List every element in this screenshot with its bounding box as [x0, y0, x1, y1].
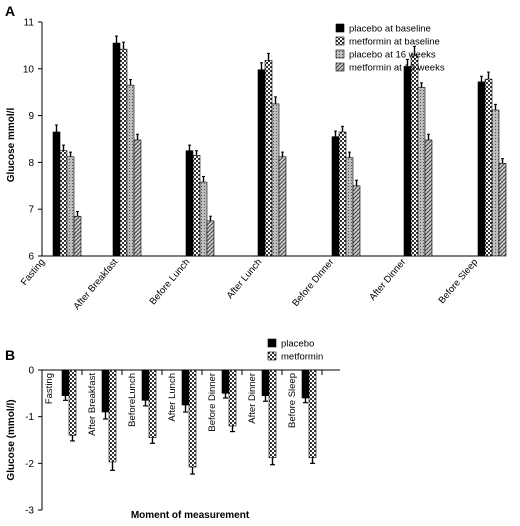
bar-metformin-before-sleep [308, 369, 317, 459]
legend-swatch-metformin-at-baseline [335, 36, 345, 46]
bar-placebo-before-sleep [301, 369, 310, 399]
legend-label: metformin at baseline [349, 37, 440, 48]
y-tick-label-a: 8 [28, 158, 34, 169]
y-tick-label-b: -3 [25, 506, 34, 517]
y-tick-label-a: 9 [28, 111, 34, 122]
x-tick-label-a: After Lunch [225, 257, 265, 301]
bar-placebo-at-baseline-before-lunch [185, 150, 194, 257]
x-axis-title-b: Moment of measurement [131, 510, 250, 521]
panel-label-b: B [5, 347, 15, 363]
panel-label-a: A [5, 3, 15, 19]
y-tick-label-b: -2 [25, 459, 34, 470]
bar-placebo-at-16-weeks-after-lunch [271, 103, 280, 257]
bar-metformin-at-16-weeks-before-sleep [498, 163, 507, 257]
legend-swatch-metformin [267, 351, 277, 361]
legend-label: placebo [281, 339, 314, 350]
legend-swatch-placebo-at-baseline [335, 23, 345, 33]
bar-metformin-after-breakfast [108, 369, 117, 463]
bar-metformin-at-baseline-after-lunch [264, 60, 273, 257]
x-tick-label-b: After Breakfast [87, 373, 98, 436]
legend-swatch-metformin-at-16-weeks [335, 62, 345, 72]
bar-placebo-at-16-weeks-after-dinner [417, 87, 426, 257]
x-tick-label-a: Before Sleep [437, 257, 481, 306]
legend-swatch-placebo [267, 338, 277, 348]
y-tick-label-b: 0 [28, 366, 34, 377]
y-tick-label-a: 11 [24, 18, 35, 29]
bar-placebo-before-dinner [221, 369, 230, 394]
x-tick-label-b: BeforeLunch [127, 373, 138, 427]
bar-metformin-at-baseline-before-sleep [484, 78, 493, 257]
bar-placebo-after-breakfast [101, 369, 110, 413]
legend-swatch-placebo-at-16-weeks [335, 49, 345, 59]
bar-metformin-at-16-weeks-after-breakfast [133, 139, 142, 257]
bar-metformin-after-lunch [188, 369, 197, 468]
x-tick-label-b: After Lunch [167, 373, 178, 422]
legend-label: placebo at 16 weeks [349, 50, 436, 61]
bar-metformin-before-dinner [228, 369, 237, 427]
bar-placebo-at-baseline-after-dinner [403, 66, 412, 257]
bar-placebo-at-baseline-after-lunch [257, 69, 266, 257]
bar-placebo-at-16-weeks-fasting [66, 156, 75, 257]
x-tick-label-b: After Dinner [247, 373, 258, 424]
bar-placebo-after-lunch [181, 369, 190, 406]
bar-metformin-at-16-weeks-after-lunch [278, 156, 287, 257]
bar-placebo-at-baseline-before-dinner [331, 136, 340, 257]
bar-placebo-at-baseline-after-breakfast [112, 42, 121, 257]
bar-placebo-at-16-weeks-before-dinner [345, 157, 354, 257]
panel-b: B Glucose (mmol/l) Moment of measurement… [5, 338, 340, 521]
legend-label: metformin at 16 weeks [349, 63, 445, 74]
bar-metformin-at-16-weeks-fasting [73, 215, 82, 257]
y-axis-title-b: Glucose (mmol/l) [6, 399, 17, 480]
x-tick-label-a: After Breakfast [71, 257, 120, 312]
bar-metformin-at-baseline-after-dinner [410, 54, 419, 257]
legend-b: placebo metformin [267, 338, 323, 363]
x-tick-label-a: Before Dinner [290, 257, 336, 309]
bar-metformin-fasting [68, 369, 77, 436]
x-tick-label-b: Fasting [44, 373, 55, 404]
bar-metformin-at-16-weeks-before-dinner [352, 185, 361, 257]
y-tick-label-a: 10 [23, 64, 35, 75]
bar-placebo-at-16-weeks-before-lunch [199, 181, 208, 257]
bar-placebo-fasting [61, 369, 70, 396]
bar-placebo-beforelunch [141, 369, 150, 401]
bar-metformin-at-16-weeks-after-dinner [424, 139, 433, 257]
y-axis-title-a: Glucose mmol/l [6, 108, 17, 183]
x-tick-label-a: After Dinner [367, 257, 408, 303]
x-tick-label-b: Before Sleep [287, 373, 298, 428]
bar-metformin-beforelunch [148, 369, 157, 438]
bar-metformin-at-baseline-fasting [59, 150, 68, 257]
bar-metformin-after-dinner [268, 369, 277, 459]
y-tick-label-a: 7 [28, 205, 34, 216]
y-tick-label-a: 6 [28, 252, 34, 263]
bar-metformin-at-16-weeks-before-lunch [206, 220, 215, 257]
legend-a: placebo at baseline metformin at baseline… [335, 23, 445, 74]
bar-placebo-at-baseline-before-sleep [477, 81, 486, 257]
y-tick-label-b: -1 [25, 412, 34, 423]
bar-placebo-at-16-weeks-after-breakfast [126, 84, 135, 257]
bar-placebo-after-dinner [261, 369, 270, 396]
bar-metformin-at-baseline-before-lunch [192, 155, 201, 257]
x-tick-label-a: Before Lunch [148, 257, 193, 307]
x-tick-label-b: Before Dinner [207, 373, 218, 432]
bar-metformin-at-baseline-after-breakfast [119, 48, 128, 257]
bar-metformin-at-baseline-before-dinner [338, 131, 347, 257]
legend-label: metformin [281, 352, 323, 363]
bar-placebo-at-baseline-fasting [52, 131, 61, 257]
legend-label: placebo at baseline [349, 24, 431, 35]
bar-placebo-at-16-weeks-before-sleep [491, 109, 500, 257]
